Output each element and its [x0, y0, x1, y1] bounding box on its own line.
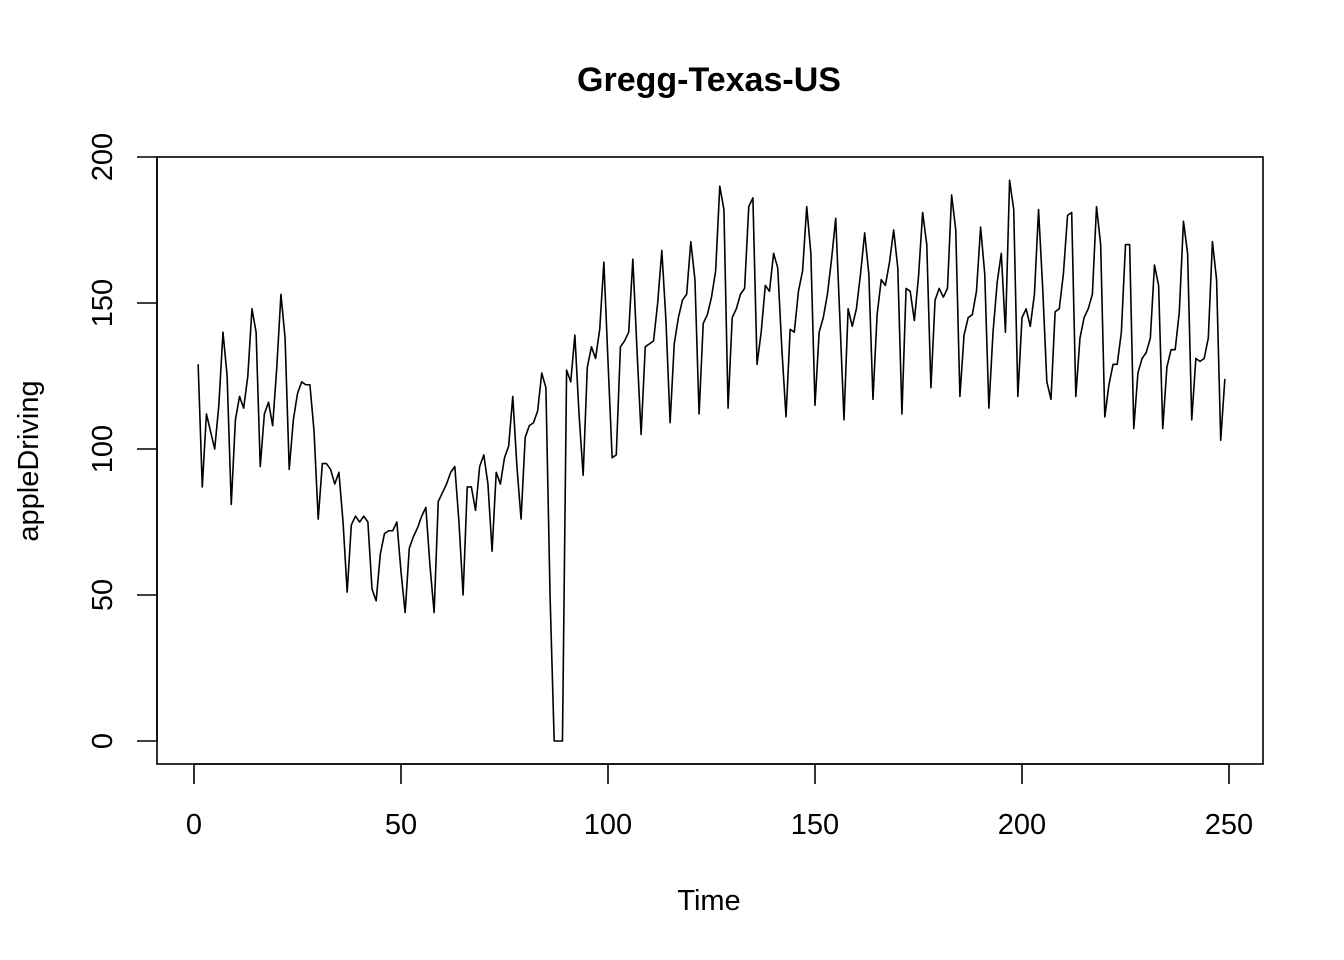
x-axis-label: Time [677, 885, 740, 917]
x-tick-label: 200 [998, 809, 1046, 841]
plot-frame [156, 156, 1264, 765]
x-tick-label: 250 [1205, 809, 1253, 841]
x-tick-label: 100 [584, 809, 632, 841]
x-axis: 0 50 100 150 200 250 [186, 763, 1253, 841]
y-tick-label: 100 [87, 425, 119, 473]
y-axis-label: appleDriving [13, 380, 45, 541]
series-line [197, 179, 1226, 742]
chart-title: Gregg-Texas-US [577, 61, 841, 99]
x-tick-label: 50 [385, 809, 417, 841]
y-tick-label: 150 [87, 279, 119, 327]
y-axis: 0 50 100 150 200 [87, 133, 158, 749]
y-tick-label: 200 [87, 133, 119, 181]
x-tick-label: 150 [791, 809, 839, 841]
y-tick-label: 50 [87, 579, 119, 611]
y-tick-label: 0 [87, 733, 119, 749]
x-tick-label: 0 [186, 809, 202, 841]
